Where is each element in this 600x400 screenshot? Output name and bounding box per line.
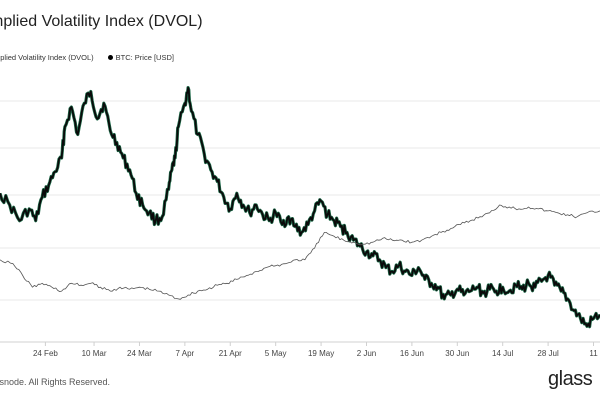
copyright-footer: lassnode. All Rights Reserved. <box>0 377 111 387</box>
legend-dot-btc-price <box>107 55 113 60</box>
x-tick-label-6: 19 May <box>308 349 334 358</box>
legend-item-dvol[interactable]: mplied Volatility Index (DVOL) <box>0 53 94 62</box>
x-tick-label-12: 11 <box>589 349 598 358</box>
x-tick-label-11: 28 Jul <box>537 349 559 358</box>
glassnode-logo: glass <box>548 368 593 390</box>
legend-label-btc-price: BTC: Price [USD] <box>115 53 174 62</box>
x-tick-label-4: 21 Apr <box>219 349 242 358</box>
legend: mplied Volatility Index (DVOL) BTC: Pric… <box>0 53 174 62</box>
x-tick-label-9: 30 Jun <box>445 349 469 358</box>
x-tick-label-10: 14 Jul <box>492 349 514 358</box>
x-tick-label-1: 10 Mar <box>82 349 107 358</box>
x-axis-ticks: 24 Feb 10 Mar 24 Mar 7 Apr 21 Apr 5 May 19 May… <box>33 342 598 358</box>
x-tick-label-2: 24 Mar <box>127 349 152 358</box>
x-tick-label-8: 16 Jun <box>400 349 424 358</box>
x-tick-label-3: 7 Apr <box>176 349 195 358</box>
x-tick-label-5: 5 May <box>265 349 287 358</box>
series-layer <box>0 86 600 329</box>
series-dvol-line[interactable] <box>0 204 600 300</box>
gridlines <box>0 100 600 343</box>
series-btc-price-line[interactable] <box>0 86 600 328</box>
chart-title: mplied Volatility Index (DVOL) <box>0 13 203 30</box>
legend-item-btc-price[interactable]: BTC: Price [USD] <box>107 53 174 62</box>
x-tick-label-0: 24 Feb <box>33 349 58 358</box>
x-tick-label-7: 2 Jun <box>357 349 377 358</box>
legend-label-dvol: mplied Volatility Index (DVOL) <box>0 53 94 62</box>
